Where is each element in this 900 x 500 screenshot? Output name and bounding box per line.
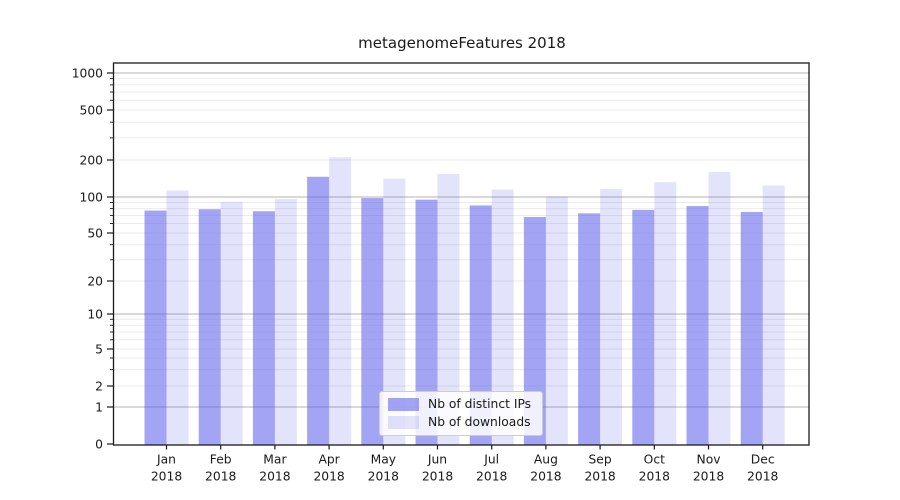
bar-jan-downloads [166,190,189,445]
bar-mar-downloads [274,199,297,445]
y-tick-label: 10 [87,307,103,321]
x-tick-label-month: May [371,453,396,467]
legend-label: Nb of downloads [428,415,531,429]
x-tick-label-year: 2018 [584,470,615,484]
x-tick-label-month: Jun [427,453,447,467]
bar-nov-downloads [708,171,731,445]
bar-apr-ips [307,176,330,445]
bar-sep-downloads [600,189,623,445]
legend-swatch-downloads [388,415,419,429]
y-tick-label: 5 [95,342,103,356]
y-tick-label: 50 [87,226,103,240]
y-tick-label: 1000 [72,66,103,80]
bar-jan-ips [144,210,167,445]
bar-jul-ips [469,205,492,445]
x-tick-label-year: 2018 [151,470,182,484]
bar-may-downloads [383,178,406,445]
bar-aug-downloads [545,196,568,445]
x-tick-label-month: Apr [318,453,340,467]
x-tick-label-month: Jul [483,453,499,467]
legend-item: Nb of distinct IPs [388,397,531,411]
x-tick-label-year: 2018 [422,470,453,484]
legend: Nb of distinct IPs Nb of downloads [379,391,544,436]
bar-feb-downloads [220,201,243,445]
x-axis: Jan 2018 Feb 2018 Mar 2018 Apr 2018 May 2018 Jun 20… [151,445,778,484]
x-tick-label-year: 2018 [205,470,236,484]
x-tick-label-year: 2018 [259,470,290,484]
bar-aug-ips [523,217,546,445]
bar-apr-downloads [329,157,352,445]
x-tick-label-month: Sep [589,453,612,467]
plot-border [112,62,810,446]
bars-downloads [166,157,785,446]
bar-oct-downloads [654,182,677,445]
x-tick-label-month: Oct [644,453,665,467]
bar-oct-ips [632,209,655,445]
bar-sep-ips [578,213,601,445]
x-tick-label-year: 2018 [747,470,778,484]
bar-may-ips [361,198,384,445]
y-axis: 0 1 2 5 10 20 50 100 200 500 1000 [72,66,114,451]
x-tick-label-year: 2018 [639,470,670,484]
legend-label: Nb of distinct IPs [428,397,532,411]
bar-jul-downloads [491,189,514,445]
bar-jun-ips [415,199,438,445]
y-tick-label: 0 [95,437,103,451]
bar-dec-downloads [762,185,785,446]
x-tick-label-month: Aug [534,453,558,467]
x-tick-label-year: 2018 [313,470,344,484]
bar-jun-downloads [437,173,460,445]
y-tick-label: 200 [80,153,103,167]
bar-nov-ips [686,206,709,445]
x-tick-label-year: 2018 [530,470,561,484]
x-tick-label-year: 2018 [368,470,399,484]
x-tick-label-month: Feb [210,453,232,467]
y-tick-label: 100 [80,190,103,204]
x-tick-label-month: Nov [697,453,721,467]
chart-title: metagenomeFeatures 2018 [358,34,566,52]
x-tick-label-month: Dec [751,453,775,467]
legend-item: Nb of downloads [388,415,531,429]
bars-distinct-ips [144,176,763,445]
y-tick-label: 2 [95,379,103,393]
bar-dec-ips [740,211,763,445]
bar-feb-ips [198,209,221,445]
x-tick-label-year: 2018 [693,470,724,484]
y-tick-label: 20 [87,274,103,288]
y-tick-label: 500 [80,103,103,117]
x-tick-label-month: Mar [263,453,287,467]
x-tick-label-month: Jan [156,453,176,467]
y-tick-label: 1 [95,400,103,414]
legend-swatch-distinct-ips [388,397,419,411]
bar-mar-ips [252,211,275,445]
x-tick-label-year: 2018 [476,470,507,484]
